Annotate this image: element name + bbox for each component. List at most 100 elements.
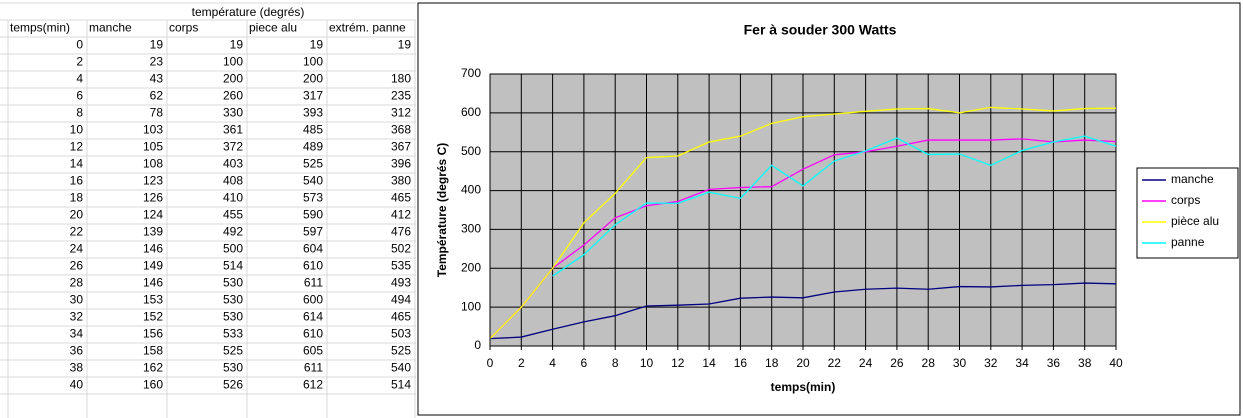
x-tick-label: 36 [1047, 356, 1061, 370]
cell: 108 [143, 157, 163, 171]
cell: 153 [143, 293, 163, 307]
cell: 23 [150, 55, 164, 69]
cell: 597 [303, 225, 323, 239]
cell: 100 [303, 55, 323, 69]
y-tick-label: 200 [461, 260, 481, 274]
cell: 26 [70, 259, 84, 273]
cell: 146 [143, 276, 163, 290]
cell: 32 [70, 310, 84, 324]
cell: 6 [76, 89, 83, 103]
cell: 156 [143, 327, 163, 341]
cell: 455 [223, 208, 243, 222]
cell: 124 [143, 208, 163, 222]
cell: 605 [303, 344, 323, 358]
cell: 330 [223, 106, 243, 120]
cell: 200 [223, 72, 243, 86]
x-tick-label: 16 [734, 356, 748, 370]
x-tick-label: 28 [922, 356, 936, 370]
cell: 611 [304, 276, 323, 290]
cell: 40 [70, 378, 84, 392]
series-line [489, 106, 1117, 340]
cell: 36 [70, 344, 84, 358]
cell: 78 [150, 106, 164, 120]
cell: 361 [223, 123, 243, 137]
y-tick-label: 300 [461, 222, 481, 236]
cell: 19 [398, 38, 412, 52]
cell: 38 [70, 361, 84, 375]
cell: 493 [391, 276, 411, 290]
cell: 396 [391, 157, 411, 171]
x-tick-label: 2 [518, 356, 525, 370]
cell: 123 [143, 174, 163, 188]
y-axis-label: Température (degrés C) [435, 143, 449, 277]
x-tick-label: 8 [612, 356, 619, 370]
cell: 573 [303, 191, 323, 205]
cell: 2 [76, 55, 83, 69]
cell: 162 [143, 361, 163, 375]
x-tick-label: 40 [1109, 356, 1123, 370]
cell: 200 [303, 72, 323, 86]
column-header: piece alu [249, 21, 297, 35]
cell: 489 [303, 140, 323, 154]
y-tick-label: 0 [474, 338, 481, 352]
cell: 610 [303, 327, 323, 341]
y-tick-label: 400 [461, 183, 481, 197]
x-tick-label: 22 [828, 356, 842, 370]
x-tick-label: 12 [671, 356, 685, 370]
column-header: corps [169, 21, 198, 35]
x-axis-label: temps(min) [771, 380, 836, 394]
cell: 8 [76, 106, 83, 120]
cell: 4 [76, 72, 83, 86]
cell: 260 [223, 89, 243, 103]
cell: 372 [223, 140, 243, 154]
cell: 412 [391, 208, 411, 222]
cell: 465 [391, 310, 411, 324]
cell: 368 [391, 123, 411, 137]
legend-label: manche [1171, 172, 1214, 186]
y-tick-label: 600 [461, 105, 481, 119]
cell: 492 [223, 225, 243, 239]
cell: 503 [391, 327, 411, 341]
cell: 20 [70, 208, 84, 222]
legend-label: pièce alu [1171, 214, 1219, 228]
cell: 525 [391, 344, 411, 358]
cell: 152 [143, 310, 163, 324]
cell: 380 [391, 174, 411, 188]
cell: 525 [223, 344, 243, 358]
y-tick-label: 500 [461, 144, 481, 158]
x-tick-label: 34 [1015, 356, 1029, 370]
cell: 317 [303, 89, 323, 103]
cell: 535 [391, 259, 411, 273]
cell: 312 [391, 106, 411, 120]
cell: 22 [70, 225, 84, 239]
cell: 410 [223, 191, 243, 205]
cell: 139 [143, 225, 163, 239]
legend-label: corps [1171, 193, 1200, 207]
column-header: extrém. panne [329, 21, 406, 35]
cell: 590 [303, 208, 323, 222]
cell: 614 [303, 310, 323, 324]
cell: 525 [303, 157, 323, 171]
cell: 103 [143, 123, 163, 137]
cell: 19 [310, 38, 324, 52]
x-tick-label: 18 [765, 356, 779, 370]
cell: 16 [70, 174, 84, 188]
cell: 149 [143, 259, 163, 273]
cell: 105 [143, 140, 163, 154]
x-tick-label: 10 [640, 356, 654, 370]
cell: 367 [391, 140, 411, 154]
cell: 530 [223, 361, 243, 375]
cell: 100 [223, 55, 243, 69]
cell: 604 [303, 242, 323, 256]
cell: 12 [70, 140, 84, 154]
x-tick-label: 24 [859, 356, 873, 370]
y-tick-label: 100 [461, 299, 481, 313]
cell: 540 [303, 174, 323, 188]
series-line [489, 138, 1117, 340]
chart-title: Fer à souder 300 Watts [744, 22, 897, 38]
cell: 540 [391, 361, 411, 375]
cell: 476 [391, 225, 411, 239]
cell: 160 [143, 378, 163, 392]
cell: 0 [76, 38, 83, 52]
cell: 408 [223, 174, 243, 188]
